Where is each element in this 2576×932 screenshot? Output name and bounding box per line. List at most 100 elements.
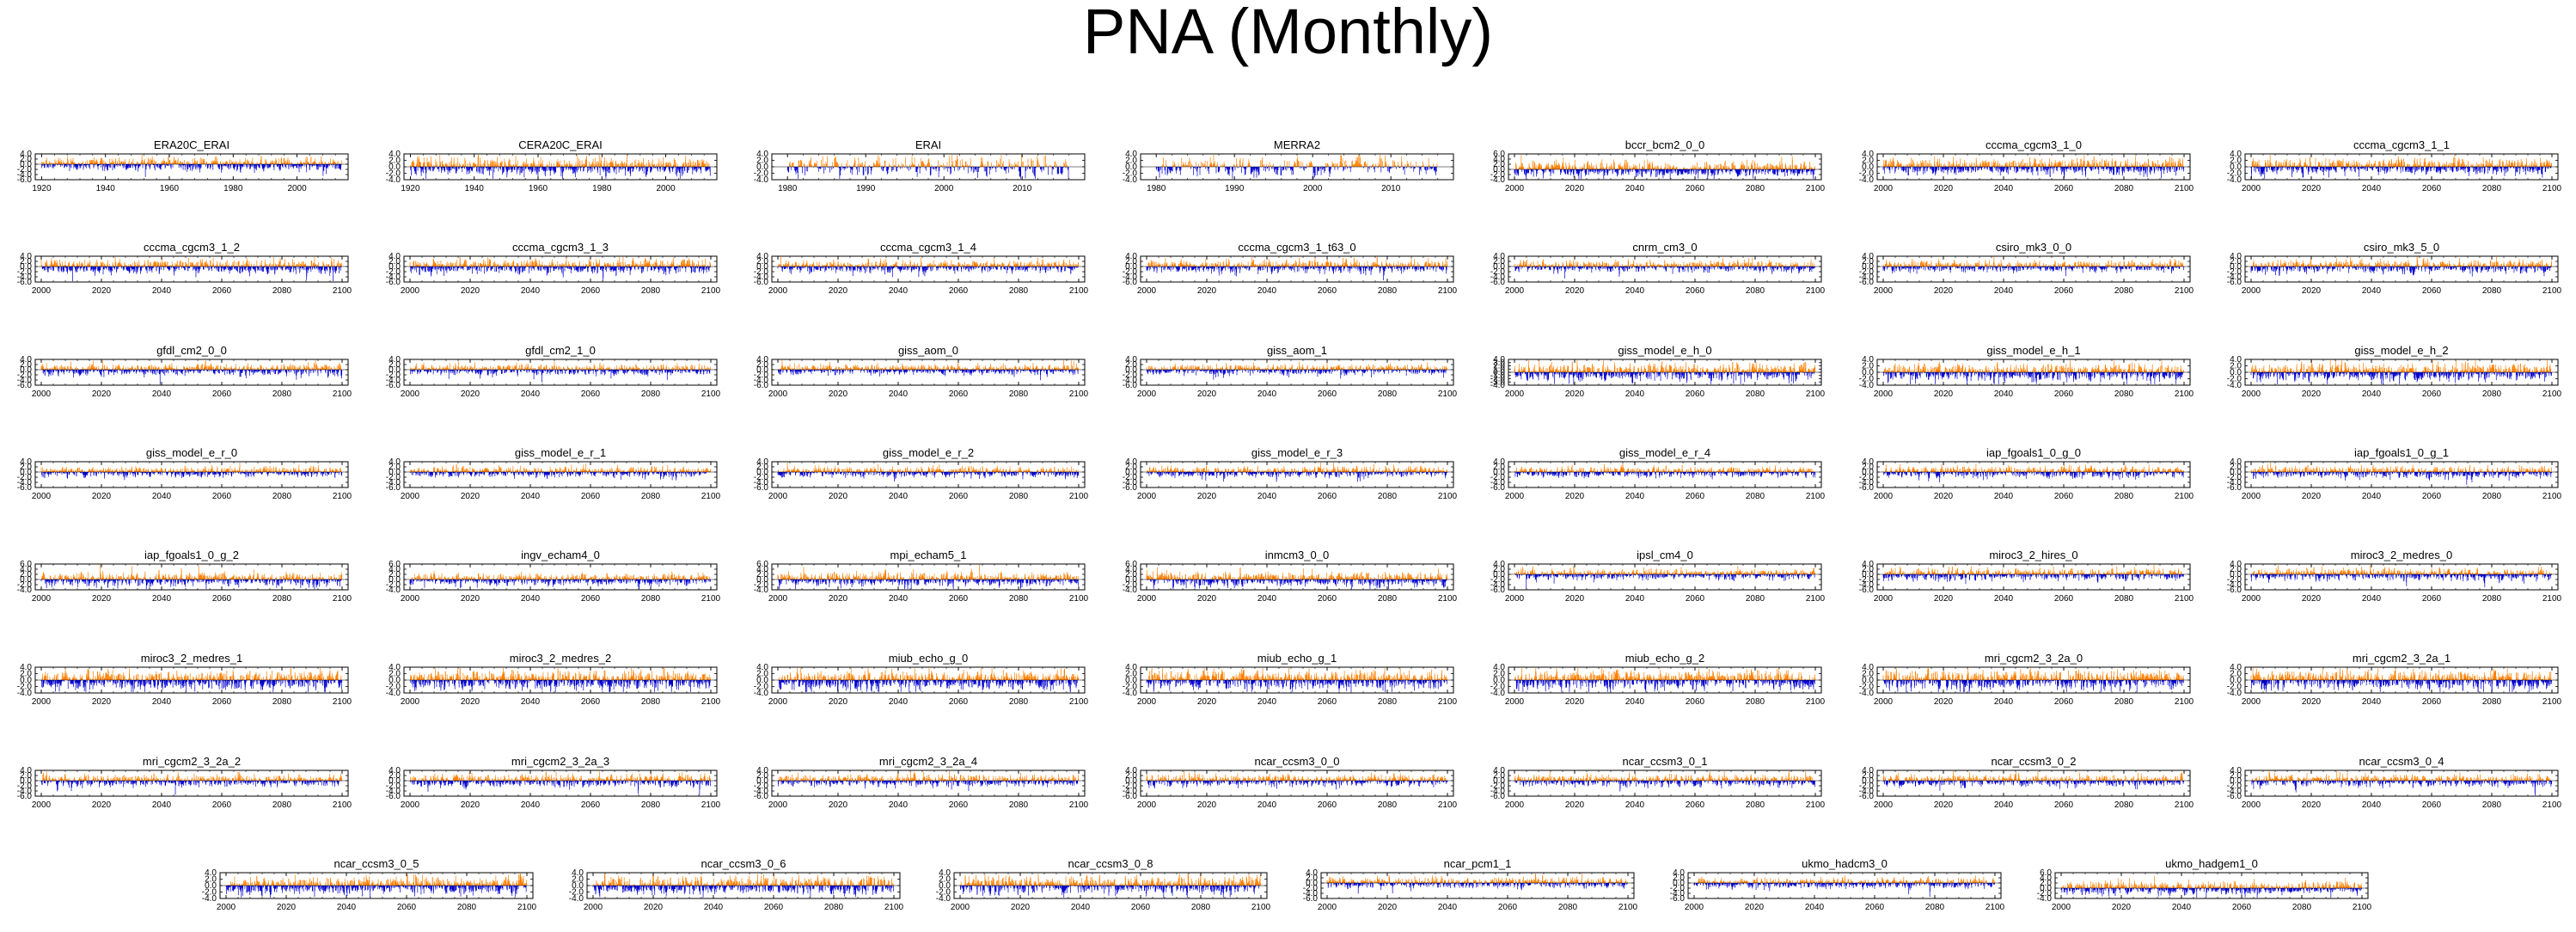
y-tick-label: 4.0 xyxy=(389,766,401,776)
negative-bars xyxy=(1882,680,2184,692)
panel-title: miub_echo_g_0 xyxy=(889,652,969,665)
y-tick-label: -4.0 xyxy=(1122,175,1137,185)
y-tick-label: -2.0 xyxy=(17,371,33,380)
plot-frame xyxy=(1876,255,2190,283)
positive-bars xyxy=(959,874,1262,886)
plot-frame xyxy=(2244,563,2559,591)
x-tick-label: 2080 xyxy=(1191,903,1211,912)
y-tick-label: 4.0 xyxy=(756,766,768,776)
positive-bars xyxy=(2251,155,2553,167)
x-tick-label: 2080 xyxy=(1377,286,1397,296)
x-tick-label: 2060 xyxy=(1865,903,1885,912)
negative-bars xyxy=(409,680,710,692)
negative-bars xyxy=(1514,372,1814,384)
y-tick-label: -2.0 xyxy=(17,473,33,482)
x-tick-label: 2100 xyxy=(2542,800,2562,810)
y-tick-label: 0.0 xyxy=(20,676,32,685)
y-tick-label: 6.0 xyxy=(1493,150,1505,159)
panel-title: mri_cgcm2_3_2a_2 xyxy=(143,755,241,768)
negative-bars xyxy=(41,267,342,282)
y-tick-label: 0.0 xyxy=(2230,162,2242,172)
y-tick-label: -6.0 xyxy=(385,381,401,390)
negative-bars xyxy=(1146,370,1447,380)
panel-title: ncar_ccsm3_0_2 xyxy=(1991,755,2076,768)
positive-bars xyxy=(1326,873,1629,883)
x-tick-label: 2060 xyxy=(2053,184,2073,193)
y-tick-label: 0.0 xyxy=(389,468,401,477)
x-tick-label: 2000 xyxy=(400,800,419,810)
plot-frame xyxy=(1140,461,1453,488)
y-tick-label: 2.0 xyxy=(20,360,32,370)
y-tick-label: -6.0 xyxy=(2227,483,2243,493)
y-tick-label: -6.0 xyxy=(1858,278,1874,287)
negative-bars xyxy=(1155,167,1437,179)
panel-title: ncar_ccsm3_0_8 xyxy=(1068,857,1153,870)
x-tick-label: 2060 xyxy=(580,286,600,296)
x-tick-label: 2100 xyxy=(1069,389,1089,399)
panel-cccma_cgcm3_1_t63_0: cccma_cgcm3_1_t63_0 4.02.00.0-2.0-4.0-6.0… xyxy=(1122,241,1457,296)
negative-bars xyxy=(2250,680,2553,692)
x-tick-label: 2080 xyxy=(272,492,292,501)
y-tick-label: 2.0 xyxy=(1125,463,1137,472)
x-tick-label: 2020 xyxy=(1565,286,1585,296)
x-tick-label: 2060 xyxy=(1317,286,1337,296)
negative-bars xyxy=(40,579,342,590)
plot-frame xyxy=(2244,461,2559,488)
x-tick-label: 1980 xyxy=(223,184,243,193)
x-tick-label: 2080 xyxy=(2482,492,2502,501)
positive-bars xyxy=(2250,360,2551,372)
x-tick-label: 2080 xyxy=(1009,697,1029,707)
y-tick-label: 4.0 xyxy=(1493,155,1505,164)
panel-title: cccma_cgcm3_1_1 xyxy=(2353,138,2450,151)
y-tick-label: -4.0 xyxy=(1490,273,1506,282)
y-tick-label: 4.0 xyxy=(1125,766,1137,776)
y-tick-label: 0.0 xyxy=(1306,879,1318,888)
x-tick-label: 2040 xyxy=(889,492,909,501)
panel-giss_model_e_r_0: giss_model_e_r_0 4.02.00.0-2.0-4.0-6.0200… xyxy=(17,446,352,501)
panel-title: cccma_cgcm3_1_t63_0 xyxy=(1238,241,1355,254)
x-tick-label: 2080 xyxy=(640,492,660,501)
positive-bars xyxy=(40,256,343,267)
y-tick-label: -4.0 xyxy=(1122,478,1137,487)
y-tick-label: -4.0 xyxy=(385,586,401,595)
y-tick-label: -2.0 xyxy=(385,683,401,692)
panel-title: iap_fgoals1_0_g_0 xyxy=(1986,446,2081,459)
plot-frame xyxy=(771,461,1086,488)
plot-frame xyxy=(34,255,349,283)
x-tick-label: 2100 xyxy=(333,697,352,707)
y-tick-label: -4.0 xyxy=(2227,580,2243,590)
y-tick-label: -4.0 xyxy=(385,478,401,487)
y-tick-label: 4.0 xyxy=(2230,355,2242,365)
y-tick-label: 4.0 xyxy=(2230,150,2242,159)
panel-title: CERA20C_ERAI xyxy=(518,138,603,151)
y-tick-label: -4.0 xyxy=(1122,689,1137,698)
x-tick-label: 2000 xyxy=(768,800,788,810)
y-tick-label: -6.0 xyxy=(1490,278,1506,287)
x-tick-label: 2060 xyxy=(212,800,232,810)
x-tick-label: 1980 xyxy=(778,184,798,193)
x-tick-label: 2020 xyxy=(1933,286,1953,296)
y-tick-label: -2.0 xyxy=(2037,889,2053,898)
x-tick-label: 2080 xyxy=(1746,184,1765,193)
y-tick-label: -2.0 xyxy=(1122,782,1137,791)
positive-bars xyxy=(777,564,1079,579)
y-tick-label: 4.0 xyxy=(2230,252,2242,261)
x-tick-label: 2040 xyxy=(1257,697,1276,707)
x-tick-label: 2060 xyxy=(2053,594,2073,604)
x-tick-label: 2060 xyxy=(1686,800,1705,810)
y-tick-label: 2.0 xyxy=(389,670,401,679)
y-tick-label: 4.0 xyxy=(20,766,32,776)
y-tick-label: -4.0 xyxy=(1490,478,1506,487)
x-tick-label: 2060 xyxy=(1686,389,1705,399)
x-tick-label: 2100 xyxy=(1251,903,1271,912)
y-tick-label: -2.0 xyxy=(385,580,401,590)
y-tick-label: 0.0 xyxy=(20,365,32,375)
y-tick-label: 2.0 xyxy=(20,155,32,164)
x-tick-label: 2060 xyxy=(580,389,600,399)
y-tick-label: 2.0 xyxy=(2230,463,2242,472)
positive-bars xyxy=(1146,770,1447,781)
x-tick-label: 2020 xyxy=(1745,903,1765,912)
x-tick-label: 2060 xyxy=(580,800,600,810)
